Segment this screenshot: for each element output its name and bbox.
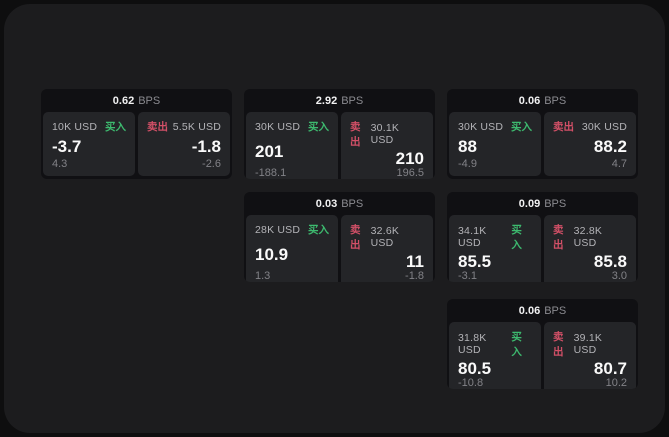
sell-size: 5.5K USD [172,120,221,133]
sell-change: 3.0 [611,270,627,282]
quote-body: 30K USD 买入 88 -4.9 卖出 30K USD 88.2 4.7 [447,112,638,179]
sell-label: 卖出 [553,121,574,133]
bps-suffix: BPS [341,94,364,107]
quote-body: 28K USD 买入 10.9 1.3 卖出 32.6K USD 11 -1.8 [244,215,435,282]
buy-label: 买入 [308,224,329,236]
quote-body: 34.1K USD 买入 85.5 -3.1 卖出 32.8K USD 85.8… [447,215,638,282]
spread-header: 2.92 BPS [244,89,435,112]
sell-change: 10.2 [605,377,627,389]
sell-panel[interactable]: 卖出 32.6K USD 11 -1.8 [341,215,433,282]
sell-label: 卖出 [553,224,564,251]
quote-body: 31.8K USD 买入 80.5 -10.8 卖出 39.1K USD 80.… [447,322,638,389]
buy-price: -3.7 [52,137,82,156]
bps-value: 0.03 [315,197,338,210]
bps-value: 0.09 [518,197,541,210]
buy-label: 买入 [511,331,522,358]
spread-header: 0.03 BPS [244,192,435,215]
quote-card: 0.09 BPS 34.1K USD 买入 85.5 -3.1 卖出 32.8K… [447,192,638,282]
sell-panel[interactable]: 卖出 30.1K USD 210 196.5 [341,112,433,179]
sell-panel[interactable]: 卖出 32.8K USD 85.8 3.0 [544,215,636,282]
quote-body: 30K USD 买入 201 -188.1 卖出 30.1K USD 210 1… [244,112,435,179]
sell-label: 卖出 [147,121,168,133]
sell-size: 30.1K USD [370,122,400,146]
sell-panel[interactable]: 卖出 5.5K USD -1.8 -2.6 [138,112,230,176]
buy-size: 30K USD [255,120,301,133]
sell-size: 32.6K USD [370,225,400,249]
buy-size: 10K USD [52,120,98,133]
spread-header: 0.09 BPS [447,192,638,215]
buy-size: 31.8K USD [458,332,487,356]
sell-label: 卖出 [350,121,361,148]
buy-panel[interactable]: 30K USD 买入 201 -188.1 [246,112,338,179]
spread-header: 0.62 BPS [41,89,232,112]
buy-change: 4.3 [52,158,68,170]
sell-price: -1.8 [191,137,221,156]
bps-suffix: BPS [138,94,161,107]
sell-panel[interactable]: 卖出 30K USD 88.2 4.7 [544,112,636,176]
sell-size: 30K USD [581,120,627,133]
quote-card: 0.06 BPS 30K USD 买入 88 -4.9 卖出 30K USD 8… [447,89,638,179]
buy-panel[interactable]: 10K USD 买入 -3.7 4.3 [43,112,135,176]
bps-value: 0.06 [518,304,541,317]
buy-panel[interactable]: 30K USD 买入 88 -4.9 [449,112,541,176]
buy-price: 201 [255,141,284,161]
buy-label: 买入 [511,121,532,133]
bps-suffix: BPS [341,197,364,210]
buy-size: 30K USD [458,120,504,133]
buy-price: 88 [458,137,477,156]
bps-suffix: BPS [544,304,567,317]
quote-body: 10K USD 买入 -3.7 4.3 卖出 5.5K USD -1.8 -2.… [41,112,232,179]
buy-label: 买入 [308,121,329,133]
sell-price: 11 [406,252,424,271]
buy-panel[interactable]: 31.8K USD 买入 80.5 -10.8 [449,322,541,389]
buy-price: 85.5 [458,252,492,271]
sell-change: -2.6 [202,158,221,170]
bps-value: 2.92 [315,94,338,107]
sell-change: 4.7 [611,158,627,170]
quote-card: 0.06 BPS 31.8K USD 买入 80.5 -10.8 卖出 39.1… [447,299,638,389]
sell-size: 32.8K USD [573,225,603,249]
sell-label: 卖出 [553,331,564,358]
buy-panel[interactable]: 34.1K USD 买入 85.5 -3.1 [449,215,541,282]
sell-price: 85.8 [593,252,627,271]
buy-label: 买入 [511,224,522,251]
buy-price: 80.5 [458,359,492,378]
bps-value: 0.62 [112,94,135,107]
buy-change: -3.1 [458,270,477,282]
spread-header: 0.06 BPS [447,89,638,112]
spread-header: 0.06 BPS [447,299,638,322]
buy-price: 10.9 [255,244,289,264]
buy-size: 34.1K USD [458,225,487,249]
buy-change: -10.8 [458,377,484,389]
sell-change: -1.8 [405,270,424,282]
quote-card: 0.03 BPS 28K USD 买入 10.9 1.3 卖出 32.6K US… [244,192,435,282]
sell-label: 卖出 [350,224,361,251]
buy-size: 28K USD [255,223,301,236]
sell-price: 210 [395,149,424,168]
bps-suffix: BPS [544,197,567,210]
bps-suffix: BPS [544,94,567,107]
buy-label: 买入 [105,121,126,133]
sell-panel[interactable]: 卖出 39.1K USD 80.7 10.2 [544,322,636,389]
sell-price: 88.2 [593,137,627,156]
quote-card: 2.92 BPS 30K USD 买入 201 -188.1 卖出 30.1K … [244,89,435,179]
sell-price: 80.7 [593,359,627,378]
sell-change: 196.5 [396,167,424,179]
buy-change: 1.3 [255,270,271,282]
buy-panel[interactable]: 28K USD 买入 10.9 1.3 [246,215,338,282]
buy-change: -4.9 [458,158,477,170]
app-surface: 0.62 BPS 10K USD 买入 -3.7 4.3 卖出 5.5K USD… [4,4,665,433]
buy-change: -188.1 [255,167,287,179]
sell-size: 39.1K USD [573,332,603,356]
bps-value: 0.06 [518,94,541,107]
quote-card: 0.62 BPS 10K USD 买入 -3.7 4.3 卖出 5.5K USD… [41,89,232,179]
